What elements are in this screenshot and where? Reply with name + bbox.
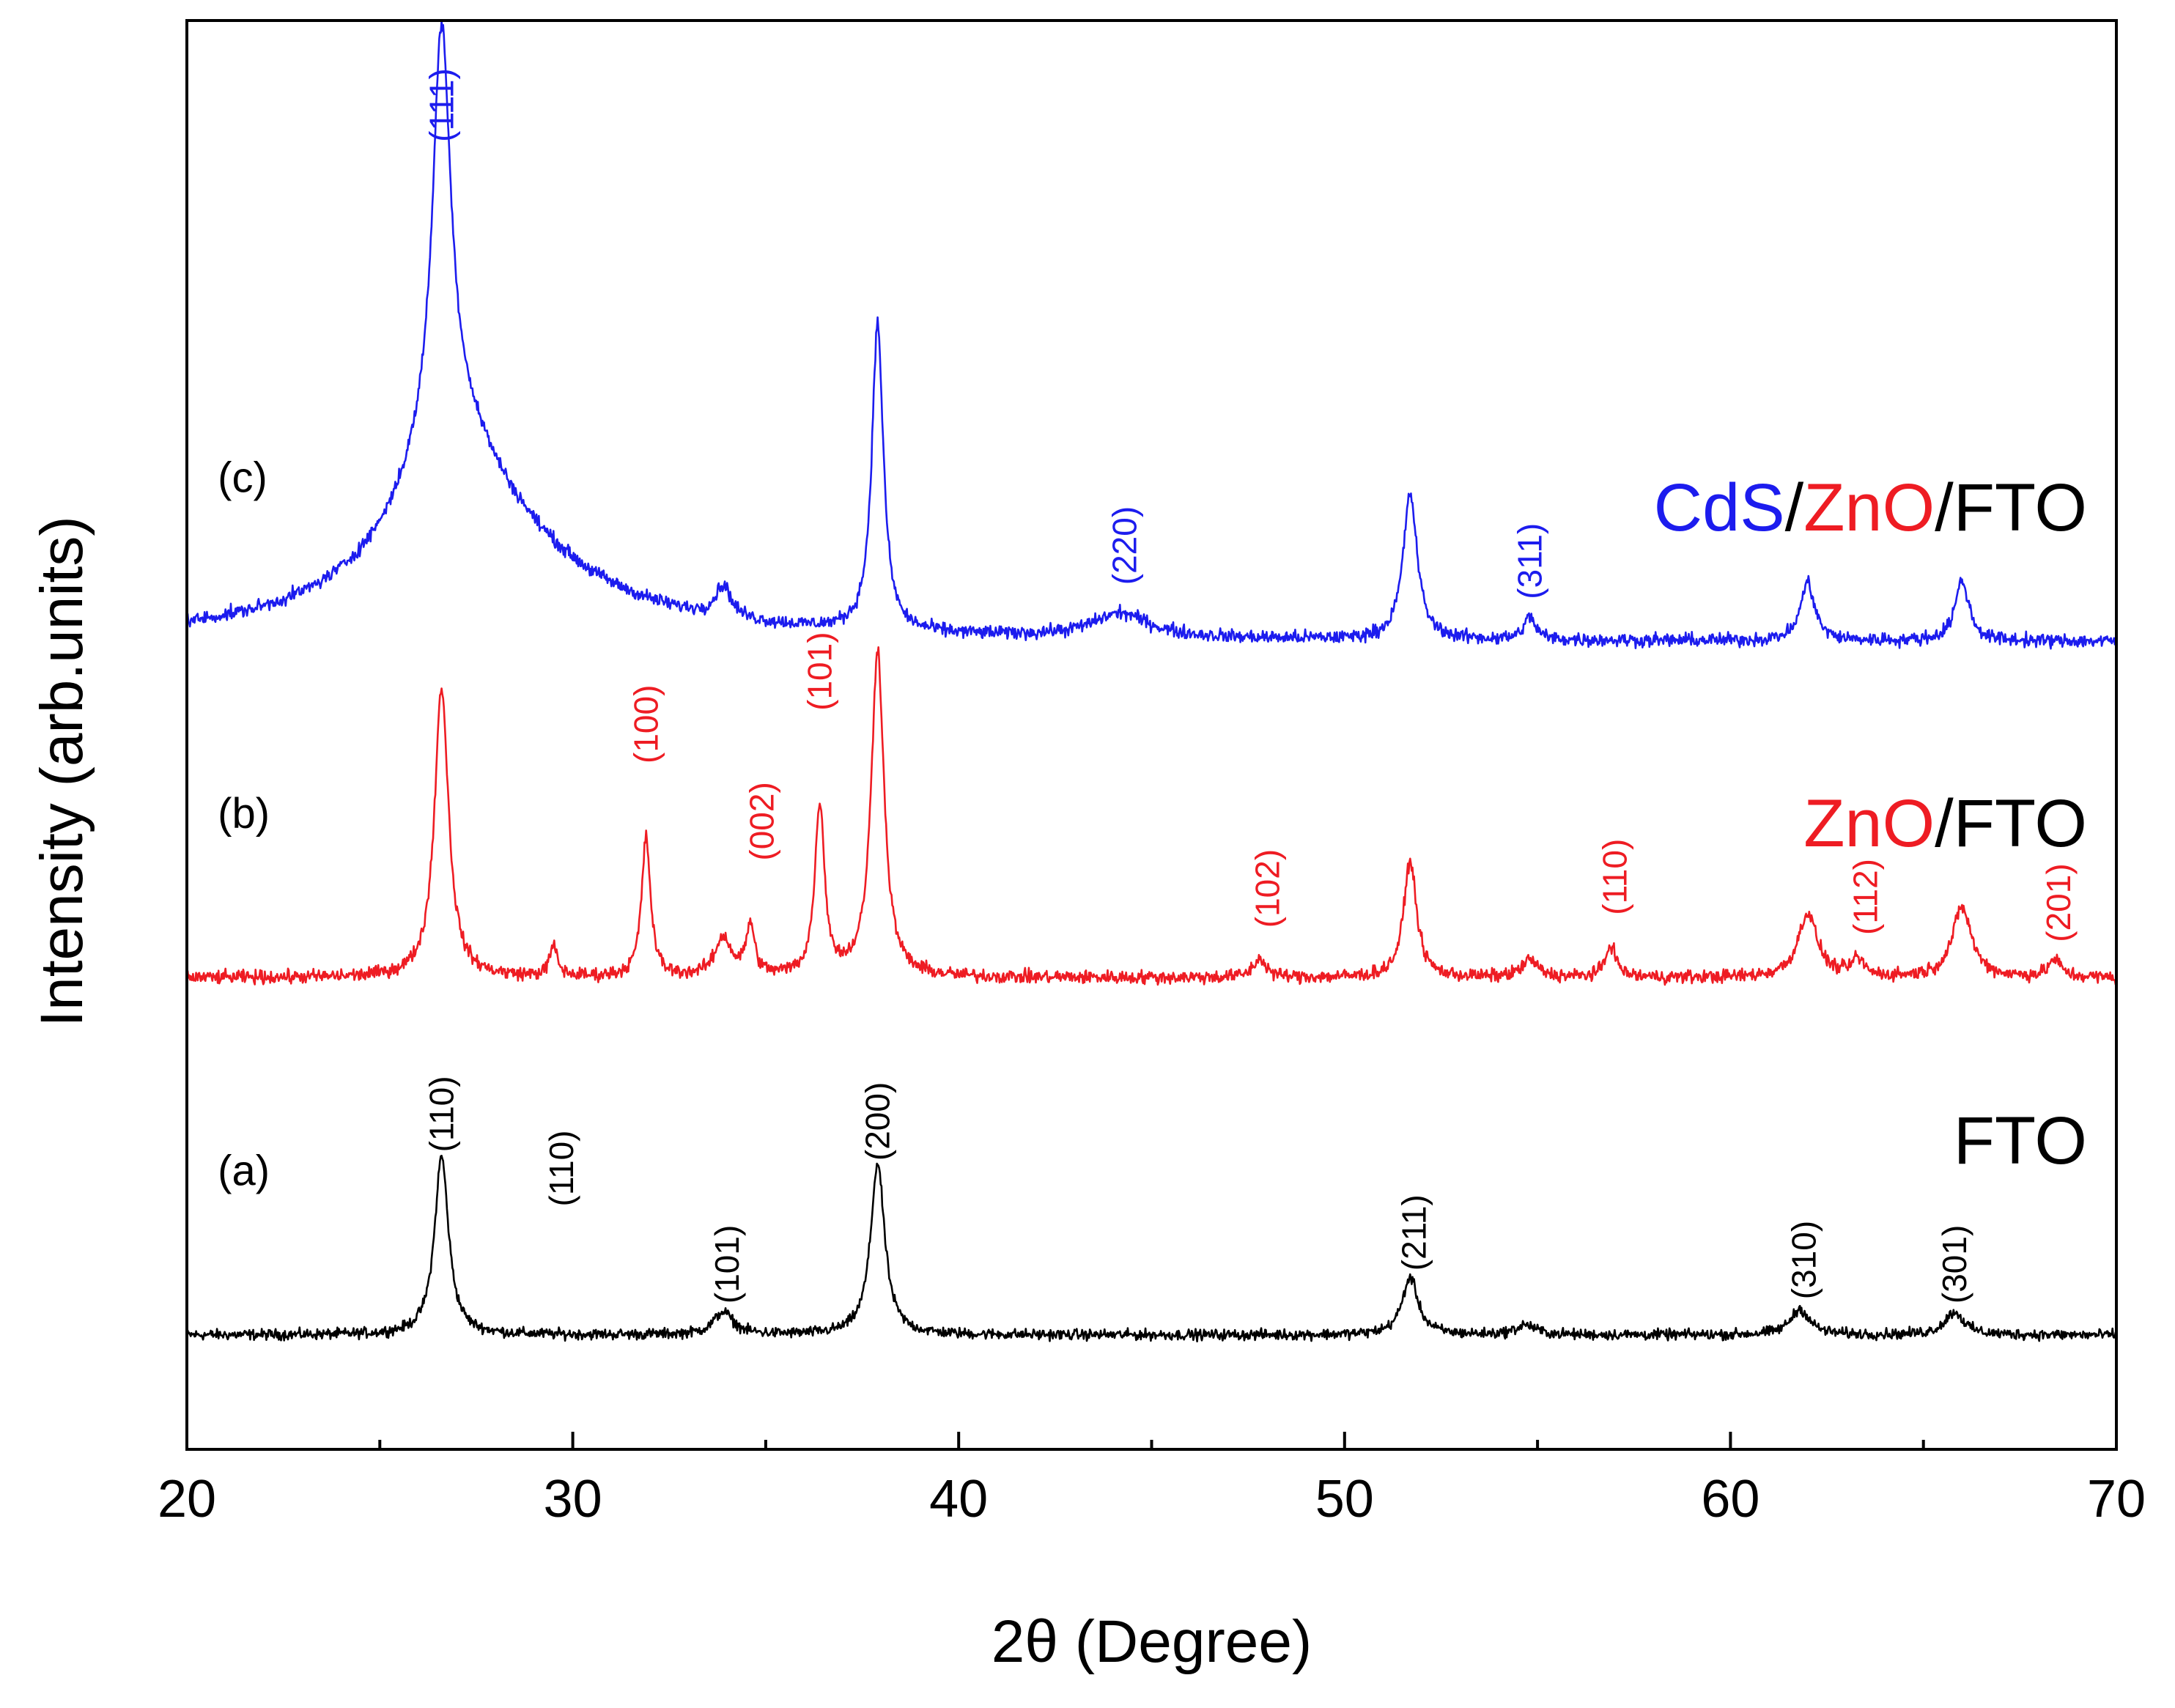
plot-frame xyxy=(185,19,2118,1451)
sample-name-part: ZnO xyxy=(1803,786,1935,861)
peak-label: (100) xyxy=(627,685,665,764)
x-tick-label: 50 xyxy=(1315,1470,1374,1528)
series-c: (c) CdS/ZnO/FTO (111) (220) (311) xyxy=(185,20,2118,650)
x-tick-label: 60 xyxy=(1701,1470,1759,1528)
x-axis-title: 2θ (Degree) xyxy=(992,1608,1312,1675)
peak-label: (301) xyxy=(1935,1225,1973,1304)
peak-label: (110) xyxy=(542,1131,580,1207)
peak-label: (110) xyxy=(423,1076,461,1152)
sample-name-part: FTO xyxy=(1954,1103,2087,1178)
sample-name-part: /FTO xyxy=(1935,786,2087,861)
sample-name-b: ZnO/FTO xyxy=(1803,786,2087,861)
peak-label: (220) xyxy=(1106,506,1144,585)
curve-label-b: (b) xyxy=(218,790,270,838)
peak-label: (211) xyxy=(1395,1194,1433,1271)
series-a-line xyxy=(185,1155,2117,1342)
series-b: (b) ZnO/FTO (100) (002) (101) (102) (110) (112)… xyxy=(185,632,2118,986)
x-tick-label: 30 xyxy=(544,1470,602,1528)
peak-label: (101) xyxy=(801,632,839,710)
sample-name-part: / xyxy=(1785,470,1804,545)
plot-area: (a) FTO (110) (110) (101) (200) (211) (310) (301… xyxy=(185,20,2118,1342)
series-b-line xyxy=(185,646,2118,986)
peak-label: (002) xyxy=(743,782,781,860)
x-tick-label: 20 xyxy=(158,1470,216,1528)
sample-name-c: CdS/ZnO/FTO xyxy=(1654,470,2087,545)
y-axis-title: Intensity (arb.units) xyxy=(29,516,95,1027)
sample-name-part: CdS xyxy=(1654,470,1785,545)
peak-label: (110) xyxy=(1595,839,1633,915)
curve-label-c: (c) xyxy=(218,454,267,502)
x-axis-ticks: 20 30 40 50 60 70 xyxy=(158,1432,2146,1528)
peak-label: (200) xyxy=(859,1082,897,1161)
series-c-line xyxy=(185,20,2118,650)
sample-name-part: /FTO xyxy=(1935,470,2087,545)
x-tick-label: 70 xyxy=(2087,1470,2146,1528)
curve-label-a: (a) xyxy=(218,1147,270,1194)
series-a: (a) FTO (110) (110) (101) (200) (211) (310) (301… xyxy=(185,1076,2117,1342)
peak-label: (310) xyxy=(1784,1221,1823,1299)
sample-name-a: FTO xyxy=(1954,1103,2087,1178)
x-tick-label: 40 xyxy=(929,1470,988,1528)
peak-label: (111) xyxy=(423,68,461,142)
peak-label: (311) xyxy=(1511,523,1549,599)
peak-label: (102) xyxy=(1248,849,1286,928)
peak-label: (101) xyxy=(708,1225,746,1304)
peak-label: (112) xyxy=(1847,859,1885,935)
peak-label: (201) xyxy=(2039,863,2078,942)
sample-name-part: ZnO xyxy=(1803,470,1935,545)
